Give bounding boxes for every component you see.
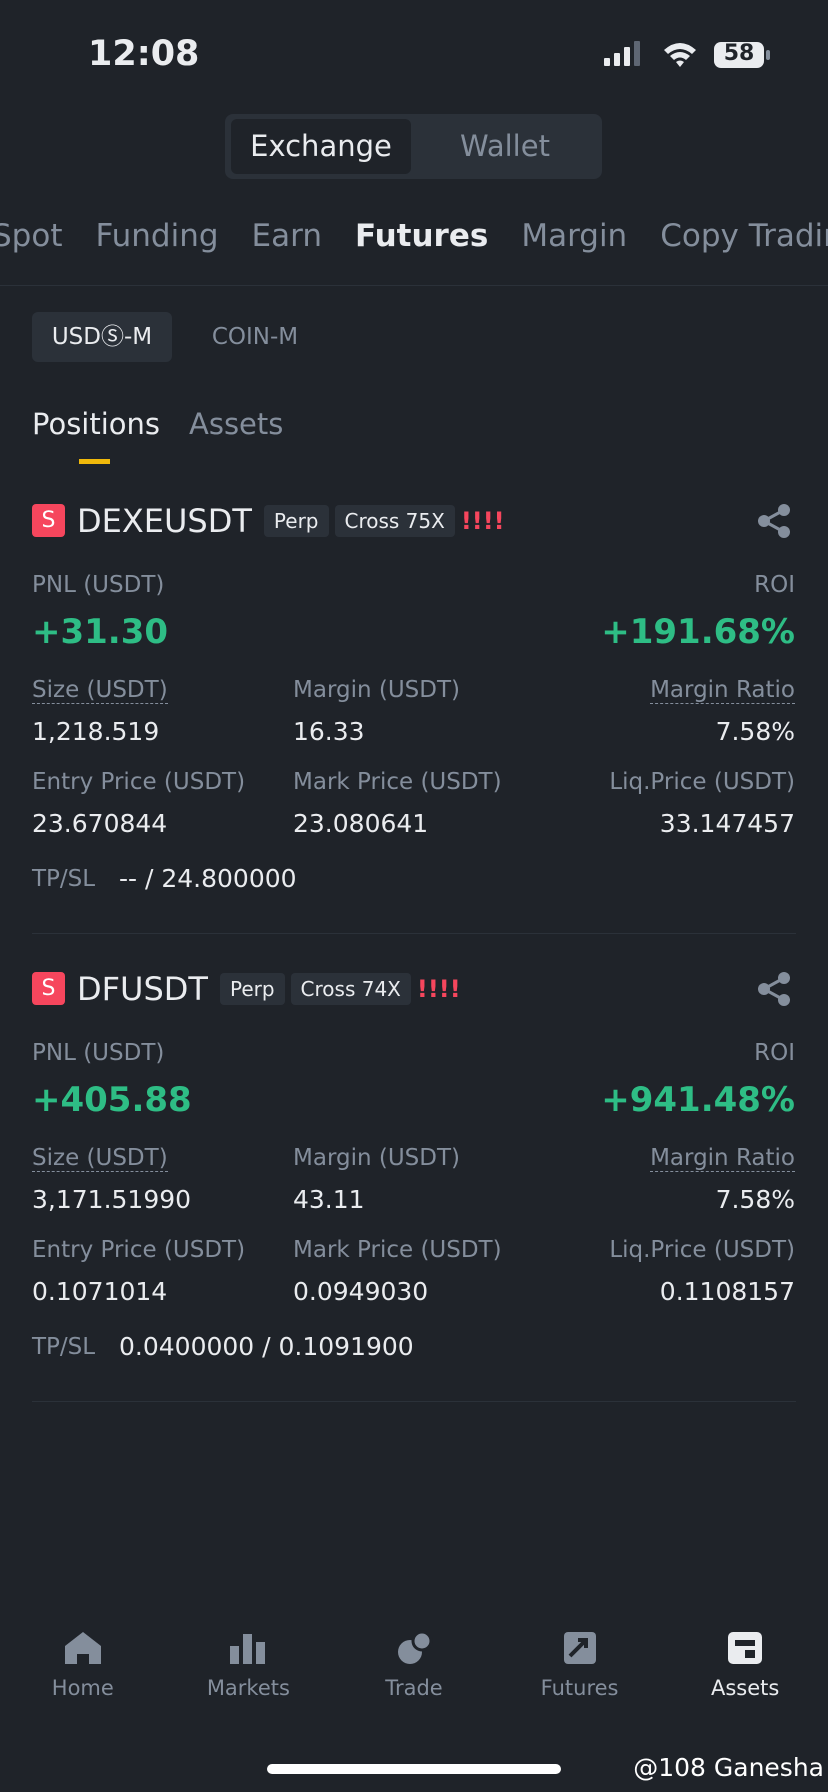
contract-tab-active[interactable]: USDⓈ-M bbox=[32, 312, 172, 362]
tpsl: -- / 24.800000 bbox=[119, 864, 297, 893]
share-icon[interactable] bbox=[757, 504, 791, 538]
home-indicator bbox=[267, 1764, 561, 1774]
value: 0.1108157 bbox=[659, 1277, 795, 1306]
tag: Perp bbox=[219, 972, 285, 1005]
symbol-badge: S bbox=[32, 972, 65, 1005]
position-card: S DEXEUSDT Perp Cross 75X!!!! PNL (USDT) ROI +… bbox=[0, 500, 828, 940]
warning: !!!! bbox=[416, 974, 461, 1003]
position-header: DEXEUSDT Perp Cross 75X!!!! bbox=[77, 500, 505, 541]
icon bbox=[563, 1632, 596, 1664]
label: Mark Price (USDT) bbox=[293, 1237, 502, 1263]
label: Margin (USDT) bbox=[293, 677, 461, 703]
tab[interactable]: Earn bbox=[251, 218, 322, 254]
symbol-badge: S bbox=[32, 504, 65, 537]
status-time: 12:08 bbox=[88, 34, 200, 74]
value: 0.0949030 bbox=[293, 1277, 429, 1306]
roi: +941.48% bbox=[601, 1080, 795, 1120]
nav-trade[interactable]: Trade bbox=[331, 1630, 497, 1700]
divider bbox=[32, 1401, 796, 1402]
value: 33.147457 bbox=[659, 809, 795, 838]
label: Mark Price (USDT) bbox=[293, 769, 502, 795]
tab[interactable]: Spot bbox=[0, 218, 63, 254]
battery-level: 58 bbox=[723, 41, 755, 66]
position-card: S DFUSDT Perp Cross 74X!!!! PNL (USDT) ROI +40… bbox=[0, 968, 828, 1408]
nav-futures[interactable]: Futures bbox=[497, 1630, 663, 1700]
divider bbox=[32, 933, 796, 934]
tab-active[interactable]: Futures bbox=[354, 218, 489, 254]
nav-label: Home bbox=[51, 1676, 114, 1700]
value: 16.33 bbox=[293, 717, 365, 746]
nav-label: Assets bbox=[711, 1676, 780, 1700]
icon bbox=[728, 1632, 763, 1664]
label: TP/SL bbox=[32, 1334, 96, 1360]
roi: +191.68% bbox=[601, 612, 795, 652]
label: Liq.Price (USDT) bbox=[609, 1237, 795, 1263]
pnl: +405.88 bbox=[32, 1080, 192, 1120]
tab-indicator bbox=[79, 459, 110, 464]
nav-assets[interactable]: Assets bbox=[662, 1630, 828, 1700]
nav-markets[interactable]: Markets bbox=[166, 1630, 332, 1700]
bottom-nav: Home Markets Trade Futures Assets bbox=[0, 1630, 828, 1700]
label: PNL (USDT) bbox=[32, 572, 165, 598]
tab-bar: Spot Funding Earn Futures Margin Copy Tr… bbox=[0, 218, 828, 254]
icon bbox=[397, 1630, 433, 1664]
label: Size (USDT) bbox=[32, 677, 168, 704]
tpsl: 0.0400000 / 0.1091900 bbox=[119, 1332, 414, 1361]
contract-tab[interactable]: COIN-M bbox=[211, 324, 299, 350]
tab[interactable]: Copy Trading bbox=[660, 218, 828, 254]
value: 7.58% bbox=[715, 717, 795, 746]
symbol: DFUSDT bbox=[77, 969, 208, 1008]
tab[interactable]: Margin bbox=[521, 218, 628, 254]
position-tab[interactable]: Assets bbox=[189, 407, 284, 441]
watermark: @108 Ganesha bbox=[633, 1753, 824, 1782]
status-icons bbox=[604, 41, 770, 68]
label: ROI bbox=[754, 1040, 795, 1066]
label: TP/SL bbox=[32, 866, 96, 892]
segment-wallet[interactable]: Wallet bbox=[460, 129, 550, 163]
segment-exchange[interactable]: Exchange bbox=[231, 119, 411, 174]
nav-label: Futures bbox=[540, 1676, 619, 1700]
position-tab-active[interactable]: Positions bbox=[32, 407, 161, 441]
tag: Cross 75X bbox=[334, 504, 455, 537]
nav-label: Trade bbox=[385, 1676, 443, 1700]
label: Margin Ratio bbox=[650, 1145, 795, 1172]
tag: Cross 74X bbox=[290, 972, 411, 1005]
label: Size (USDT) bbox=[32, 1145, 168, 1172]
label: Margin (USDT) bbox=[293, 1145, 461, 1171]
label: Margin Ratio bbox=[650, 677, 795, 704]
label: ROI bbox=[754, 572, 795, 598]
value: 1,218.519 bbox=[32, 717, 160, 746]
nav-home[interactable]: Home bbox=[0, 1630, 166, 1700]
value: 23.670844 bbox=[32, 809, 168, 838]
value: 3,171.51990 bbox=[32, 1185, 192, 1214]
share-icon[interactable] bbox=[757, 972, 791, 1006]
value: 0.1071014 bbox=[32, 1277, 168, 1306]
symbol: DEXEUSDT bbox=[77, 501, 252, 540]
divider bbox=[0, 285, 828, 286]
label: Entry Price (USDT) bbox=[32, 1237, 246, 1263]
warning: !!!! bbox=[460, 506, 505, 535]
tag: Perp bbox=[263, 504, 329, 537]
tab[interactable]: Funding bbox=[95, 218, 219, 254]
icon bbox=[64, 1632, 101, 1664]
position-header: DFUSDT Perp Cross 74X!!!! bbox=[77, 968, 461, 1009]
value: 43.11 bbox=[293, 1185, 365, 1214]
label: Liq.Price (USDT) bbox=[609, 769, 795, 795]
value: 7.58% bbox=[715, 1185, 795, 1214]
label: Entry Price (USDT) bbox=[32, 769, 246, 795]
pnl: +31.30 bbox=[32, 612, 169, 652]
icon bbox=[230, 1634, 266, 1664]
nav-label: Markets bbox=[206, 1676, 290, 1700]
label: PNL (USDT) bbox=[32, 1040, 165, 1066]
value: 23.080641 bbox=[293, 809, 429, 838]
